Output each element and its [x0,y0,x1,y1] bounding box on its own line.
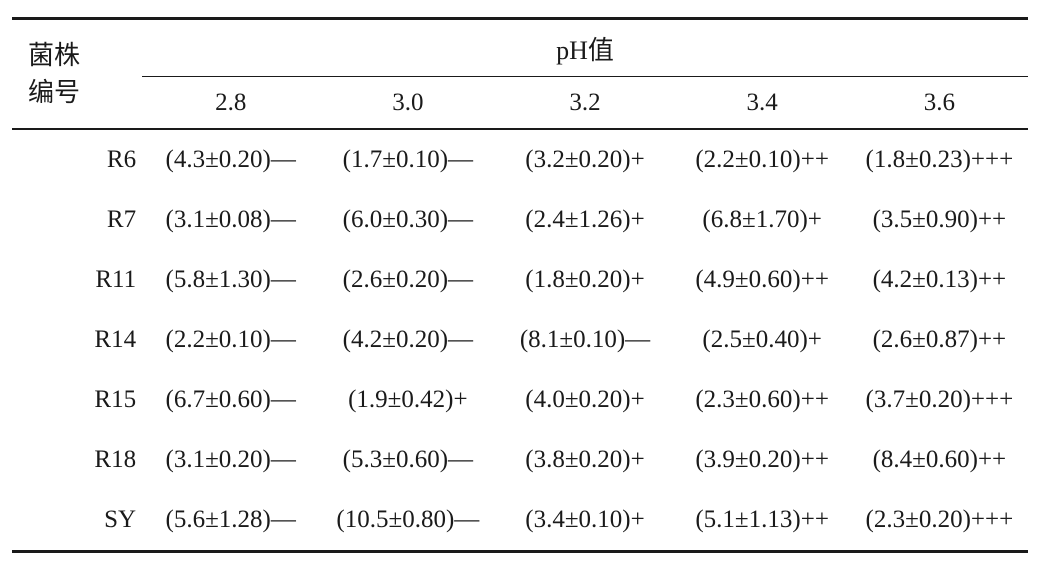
table-cell: (2.2±0.10)— [165,326,296,353]
table-cell: (4.2±0.20)— [342,326,474,353]
table-cell: (2.5±0.40)+ [702,326,822,353]
table-cell: (5.1±1.13)++ [695,506,829,533]
strain-column-header: 菌株 编号 [12,18,143,130]
table-cell: (5.8±1.30)— [165,266,296,293]
table-cell: (5.3±0.60)— [342,446,474,473]
table-row: R18 (3.1±0.20)— (5.3±0.60)— (3.8±0.20)+ … [12,430,1028,490]
ph-col-header-3-0: 3.0 [319,76,497,130]
strain-id: R18 [94,446,137,473]
table-cell: (3.1±0.08)— [165,206,296,233]
ph-group-header: pH值 [142,18,1028,77]
header-row-group: 菌株 编号 pH值 [12,18,1028,130]
table-cell: (1.7±0.10)— [342,146,474,173]
table-cell: (3.2±0.20)+ [525,146,645,173]
table-cell: (4.2±0.13)++ [872,266,1007,293]
strain-id: R14 [94,326,137,353]
table-row: R15 (6.7±0.60)— (1.9±0.42)+ (4.0±0.20)+ … [12,370,1028,430]
ph-col-header-3-4: 3.4 [673,76,851,130]
strain-id: R15 [94,386,137,413]
table-cell: (2.3±0.60)++ [695,386,829,413]
table-cell: (3.8±0.20)+ [525,446,645,473]
table-cell: (1.9±0.42)+ [348,386,468,413]
ph-col-header-3-6: 3.6 [850,76,1028,130]
table-cell: (4.3±0.20)— [165,146,296,173]
strain-id: R7 [106,206,137,233]
table-row: R7 (3.1±0.08)— (6.0±0.30)— (2.4±1.26)+ (… [12,190,1028,250]
header-row-ph-values: 2.8 3.0 3.2 3.4 3.6 [12,76,1028,130]
table-cell: (6.7±0.60)— [165,386,296,413]
table-cell: (4.0±0.20)+ [525,386,645,413]
table-cell: (2.2±0.10)++ [695,146,829,173]
table-cell: (10.5±0.80)— [336,506,480,533]
table-cell: (1.8±0.20)+ [525,266,645,293]
table-cell: (8.4±0.60)++ [872,446,1007,473]
ph-col-header-3-2: 3.2 [496,76,674,130]
strain-id: R6 [106,146,137,173]
table-cell: (2.6±0.87)++ [872,326,1007,353]
table-row: R14 (2.2±0.10)— (4.2±0.20)— (8.1±0.10)— … [12,310,1028,370]
table-cell: (8.1±0.10)— [519,326,651,353]
table-cell: (3.7±0.20)+++ [865,386,1014,413]
table-cell: (2.6±0.20)— [342,266,474,293]
table-cell: (3.1±0.20)— [165,446,296,473]
table-row: R6 (4.3±0.20)— (1.7±0.10)— (3.2±0.20)+ (… [12,129,1028,190]
table-row: R11 (5.8±1.30)— (2.6±0.20)— (1.8±0.20)+ … [12,250,1028,310]
table-cell: (3.5±0.90)++ [872,206,1007,233]
table-cell: (4.9±0.60)++ [695,266,829,293]
table-row: SY (5.6±1.28)— (10.5±0.80)— (3.4±0.10)+ … [12,490,1028,552]
table-cell: (2.4±1.26)+ [525,206,645,233]
table-cell: (6.8±1.70)+ [702,206,822,233]
table-cell: (3.4±0.10)+ [525,506,645,533]
table-cell: (3.9±0.20)++ [695,446,829,473]
table-cell: (1.8±0.23)+++ [865,146,1014,173]
ph-col-header-2-8: 2.8 [142,76,320,130]
table-cell: (2.3±0.20)+++ [865,506,1014,533]
strain-id: R11 [95,266,137,293]
strain-header-line2: 编号 [28,78,81,107]
ph-tolerance-table: 菌株 编号 pH值 2.8 3.0 3.2 3.4 3.6 R6 (4.3±0.… [12,17,1028,553]
table-cell: (5.6±1.28)— [165,506,296,533]
strain-header-line1: 菌株 [28,41,81,70]
table-cell: (6.0±0.30)— [342,206,474,233]
strain-id: SY [104,506,137,533]
